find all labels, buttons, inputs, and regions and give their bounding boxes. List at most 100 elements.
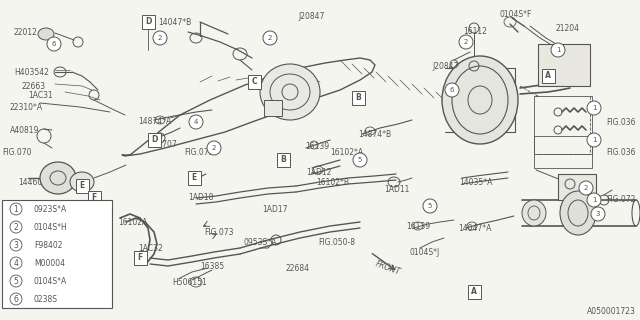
Text: F: F bbox=[138, 253, 143, 262]
Text: FIG.036: FIG.036 bbox=[606, 118, 636, 127]
Text: 22012: 22012 bbox=[14, 28, 38, 37]
Text: 16102A: 16102A bbox=[118, 218, 147, 227]
Text: D: D bbox=[151, 135, 157, 145]
Text: FIG.050-8: FIG.050-8 bbox=[318, 238, 355, 247]
Bar bbox=[248, 75, 261, 89]
Bar bbox=[148, 133, 161, 147]
Text: FIG.070: FIG.070 bbox=[2, 148, 31, 157]
Bar bbox=[468, 285, 481, 299]
Circle shape bbox=[10, 239, 22, 251]
Text: A050001723: A050001723 bbox=[587, 307, 636, 316]
Text: 16385: 16385 bbox=[200, 262, 224, 271]
Text: 6: 6 bbox=[13, 294, 19, 303]
Text: 22663: 22663 bbox=[22, 82, 46, 91]
Text: 6: 6 bbox=[52, 41, 56, 47]
Text: 14460: 14460 bbox=[18, 178, 42, 187]
Text: 0104S*H: 0104S*H bbox=[34, 222, 68, 231]
Ellipse shape bbox=[260, 64, 320, 120]
Text: 1AD12: 1AD12 bbox=[306, 168, 332, 177]
Text: 1: 1 bbox=[13, 204, 19, 213]
Text: 0923S*A: 0923S*A bbox=[34, 204, 67, 213]
Text: H403542: H403542 bbox=[14, 68, 49, 77]
Text: 2: 2 bbox=[212, 145, 216, 151]
Circle shape bbox=[579, 181, 593, 195]
Circle shape bbox=[47, 37, 61, 51]
Circle shape bbox=[445, 83, 459, 97]
Circle shape bbox=[587, 193, 601, 207]
Text: 2: 2 bbox=[158, 35, 162, 41]
Text: 4: 4 bbox=[194, 119, 198, 125]
Text: F95707: F95707 bbox=[148, 140, 177, 149]
Text: 16102*A: 16102*A bbox=[330, 148, 363, 157]
Text: 5: 5 bbox=[358, 157, 362, 163]
Text: D: D bbox=[145, 18, 151, 27]
Ellipse shape bbox=[522, 200, 546, 226]
Circle shape bbox=[189, 115, 203, 129]
Text: J20847: J20847 bbox=[432, 62, 458, 71]
Text: 0238S: 0238S bbox=[34, 294, 58, 303]
Text: 22310*A: 22310*A bbox=[10, 103, 43, 112]
Bar bbox=[558, 174, 596, 200]
Text: 2: 2 bbox=[13, 222, 19, 231]
Bar bbox=[264, 100, 282, 116]
Bar bbox=[277, 153, 290, 167]
Text: 0104S*A: 0104S*A bbox=[34, 276, 67, 285]
Text: 16139: 16139 bbox=[406, 222, 430, 231]
Text: C: C bbox=[251, 77, 257, 86]
Circle shape bbox=[459, 35, 473, 49]
Text: 0104S*J: 0104S*J bbox=[410, 248, 440, 257]
Text: 14459A: 14459A bbox=[558, 206, 588, 215]
Text: 22684: 22684 bbox=[286, 264, 310, 273]
Text: E: E bbox=[79, 181, 84, 190]
Circle shape bbox=[263, 31, 277, 45]
Text: 14047*B: 14047*B bbox=[158, 18, 191, 27]
Bar bbox=[2, 200, 112, 308]
Circle shape bbox=[10, 293, 22, 305]
Bar bbox=[76, 179, 89, 193]
Bar bbox=[134, 251, 147, 265]
Bar bbox=[188, 171, 201, 185]
Text: 14047*A: 14047*A bbox=[458, 224, 492, 233]
Ellipse shape bbox=[38, 28, 54, 40]
Circle shape bbox=[587, 133, 601, 147]
Text: F: F bbox=[92, 194, 97, 203]
Ellipse shape bbox=[442, 56, 518, 144]
Ellipse shape bbox=[40, 162, 76, 194]
Circle shape bbox=[10, 275, 22, 287]
Bar bbox=[542, 69, 555, 83]
Ellipse shape bbox=[560, 191, 596, 235]
Text: 1AC32: 1AC32 bbox=[138, 244, 163, 253]
Text: 1AC31: 1AC31 bbox=[28, 91, 52, 100]
Text: 16112: 16112 bbox=[463, 27, 487, 36]
Text: FRONT: FRONT bbox=[374, 259, 401, 277]
Circle shape bbox=[153, 31, 167, 45]
Text: 1: 1 bbox=[556, 47, 560, 53]
Text: F98402: F98402 bbox=[34, 241, 63, 250]
Text: 2: 2 bbox=[464, 39, 468, 45]
Text: M00004: M00004 bbox=[34, 259, 65, 268]
Text: 16139: 16139 bbox=[305, 142, 329, 151]
Text: 1: 1 bbox=[592, 197, 596, 203]
Circle shape bbox=[423, 199, 437, 213]
Text: B: B bbox=[280, 156, 286, 164]
Circle shape bbox=[551, 43, 565, 57]
Text: 14874*A: 14874*A bbox=[138, 117, 172, 126]
Text: H506151: H506151 bbox=[172, 278, 207, 287]
Text: 0953S*A: 0953S*A bbox=[244, 238, 277, 247]
Text: 14874*B: 14874*B bbox=[358, 130, 391, 139]
Text: 2: 2 bbox=[268, 35, 272, 41]
Circle shape bbox=[587, 101, 601, 115]
Text: 14035*A: 14035*A bbox=[459, 178, 492, 187]
Text: A: A bbox=[545, 71, 551, 81]
Bar bbox=[142, 15, 155, 29]
Text: 14035*A: 14035*A bbox=[268, 108, 301, 117]
Circle shape bbox=[10, 257, 22, 269]
Circle shape bbox=[10, 221, 22, 233]
Text: 3: 3 bbox=[13, 241, 19, 250]
Bar bbox=[88, 191, 101, 205]
Text: 1AD18: 1AD18 bbox=[188, 193, 213, 202]
Text: FIG.072: FIG.072 bbox=[606, 195, 636, 204]
Text: 16102*B: 16102*B bbox=[316, 178, 349, 187]
Text: 1AD11: 1AD11 bbox=[384, 185, 410, 194]
Ellipse shape bbox=[70, 172, 94, 192]
